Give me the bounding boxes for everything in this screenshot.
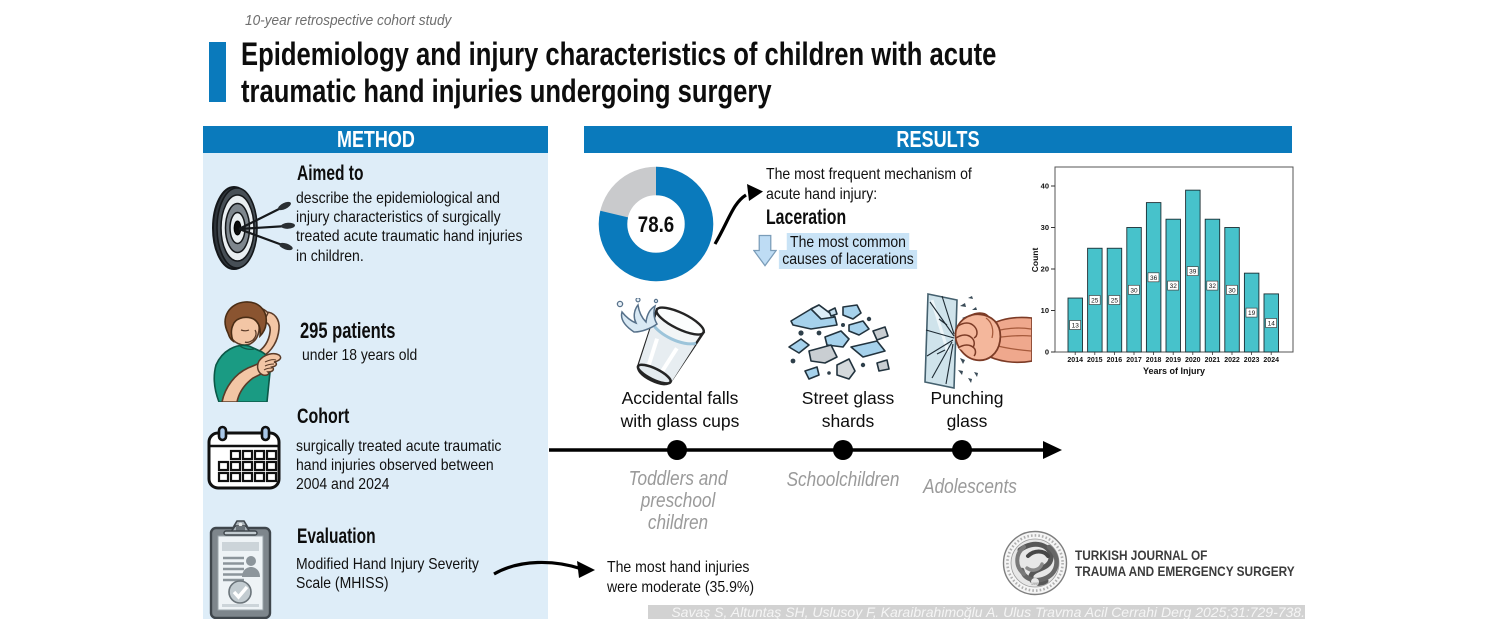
svg-text:2024: 2024 [1263,357,1279,364]
svg-text:30: 30 [1130,287,1138,294]
svg-text:2022: 2022 [1224,357,1240,364]
svg-text:2017: 2017 [1126,357,1142,364]
svg-text:2016: 2016 [1107,357,1123,364]
svg-text:2014: 2014 [1067,357,1083,364]
svg-text:1995: 1995 [1031,582,1039,586]
svg-text:2020: 2020 [1185,357,1201,364]
svg-text:Count: Count [1030,248,1040,273]
svg-text:2015: 2015 [1087,357,1103,364]
svg-text:0: 0 [1045,348,1049,357]
svg-text:32: 32 [1170,283,1178,290]
svg-text:2021: 2021 [1205,357,1221,364]
svg-text:39: 39 [1189,269,1197,276]
svg-text:32: 32 [1209,283,1217,290]
svg-text:10: 10 [1041,306,1049,315]
svg-text:25: 25 [1091,298,1099,305]
svg-text:25: 25 [1111,298,1119,305]
svg-text:14: 14 [1268,321,1276,328]
svg-text:2023: 2023 [1244,357,1260,364]
svg-text:19: 19 [1248,310,1256,317]
svg-text:Years of Injury: Years of Injury [1143,366,1205,376]
svg-text:30: 30 [1041,223,1049,232]
svg-text:40: 40 [1041,182,1049,191]
svg-text:2019: 2019 [1165,357,1181,364]
svg-text:20: 20 [1041,265,1049,274]
svg-text:2018: 2018 [1146,357,1162,364]
svg-text:13: 13 [1072,323,1080,330]
svg-text:30: 30 [1228,287,1236,294]
svg-text:36: 36 [1150,275,1158,282]
